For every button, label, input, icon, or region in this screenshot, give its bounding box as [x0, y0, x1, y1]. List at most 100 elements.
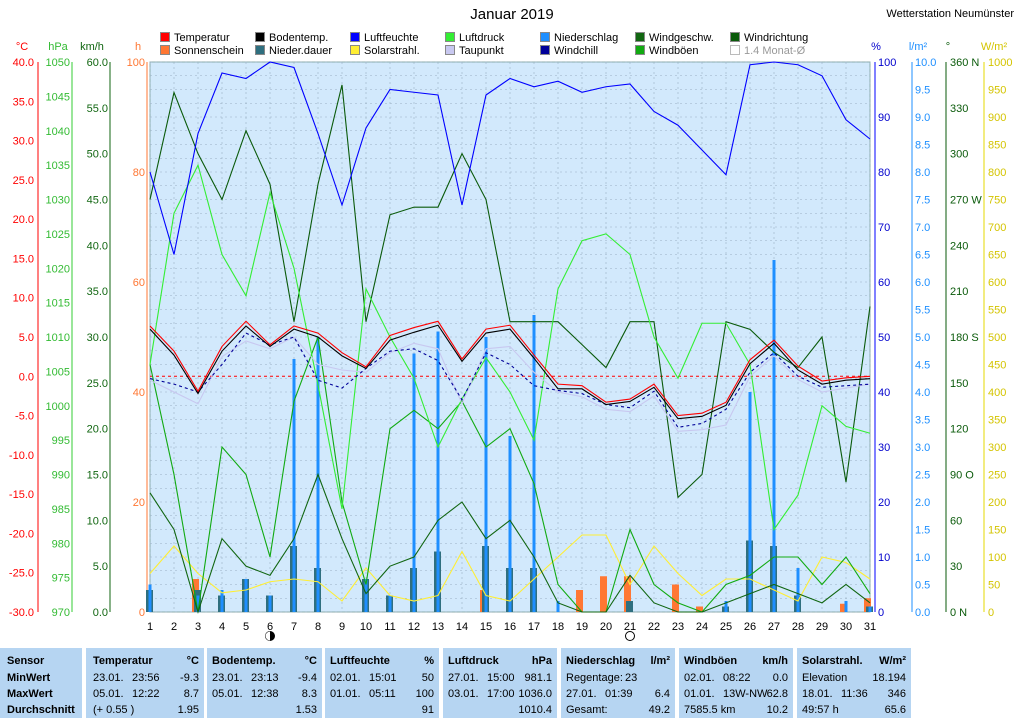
stats-label: Regentage:: [566, 672, 623, 684]
hpa-tick-label: 975: [52, 573, 70, 585]
legend-label: Windböen: [649, 45, 699, 57]
day-tick-label: 13: [432, 621, 444, 633]
temp-tick-label: -20.0: [9, 528, 34, 540]
day-tick-label: 21: [624, 621, 636, 633]
pct-tick-label: 40: [878, 387, 890, 399]
day-tick-label: 19: [576, 621, 588, 633]
precipitation-bar: [412, 353, 416, 612]
pct-tick-label: 10: [878, 552, 890, 564]
stats-date: 23.01.: [212, 672, 243, 684]
legend-label: Niederschlag: [554, 32, 619, 44]
wm2-tick-label: 600: [988, 277, 1006, 289]
precipitation-bar: [220, 590, 224, 612]
stats-time: 12:22: [132, 688, 160, 700]
stats-date: 01.01.: [330, 688, 361, 700]
hpa-tick-label: 980: [52, 538, 70, 550]
precipitation-bar: [196, 595, 200, 612]
stats-header: Luftfeuchte: [330, 655, 390, 667]
legend-label: 1.4 Monat-Ø: [744, 45, 806, 57]
stats-value: 49.2: [648, 704, 670, 716]
wm2-tick-label: 650: [988, 250, 1006, 262]
stats-time: 15:00: [487, 672, 515, 684]
stats-unit: °C: [186, 655, 199, 667]
day-tick-label: 25: [720, 621, 732, 633]
axis-unit-label: W/m²: [981, 41, 1008, 53]
stats-value: -9.4: [298, 672, 317, 684]
legend-precip-duration[interactable]: Nieder.dauer: [255, 44, 332, 58]
temp-tick-label: 30.0: [13, 136, 34, 148]
stats-date: 05.01.: [93, 688, 124, 700]
lm2-tick-label: 8.0: [915, 167, 930, 179]
lm2-tick-label: 5.0: [915, 332, 930, 344]
series-line-temperatur: [149, 320, 871, 417]
precipitation-bar: [724, 601, 728, 612]
legend-windchill[interactable]: Windchill: [540, 44, 598, 58]
stats-panel-pressure: Luftdruck hPa 27.01. 15:00 981.1 03.01. 17:0…: [443, 648, 557, 718]
checkbox-month-average[interactable]: [730, 45, 740, 55]
wm2-tick-label: 300: [988, 442, 1006, 454]
day-tick-label: 16: [504, 621, 516, 633]
legend-soil-temp[interactable]: Bodentemp.: [255, 31, 328, 45]
wm2-tick-label: 950: [988, 85, 1006, 97]
stats-unit: l/m²: [650, 655, 670, 667]
stats-unit: km/h: [762, 655, 788, 667]
day-tick-label: 30: [840, 621, 852, 633]
wm2-tick-label: 0: [988, 607, 994, 619]
pct-tick-label: 20: [878, 497, 890, 509]
legend-solar[interactable]: Solarstrahl.: [350, 44, 420, 58]
stats-value: 0.0: [772, 672, 788, 684]
legend-humidity[interactable]: Luftfeuchte: [350, 31, 418, 45]
series-line-windrichtung: [149, 84, 871, 499]
hpa-tick-label: 1030: [46, 195, 70, 207]
pct-tick-label: 80: [878, 167, 890, 179]
legend-dewpoint[interactable]: Taupunkt: [445, 44, 504, 58]
hour-tick-label: 0: [139, 607, 145, 619]
wm2-tick-label: 100: [988, 552, 1006, 564]
hpa-tick-label: 1000: [46, 401, 70, 413]
day-tick-label: 18: [552, 621, 564, 633]
day-tick-label: 17: [528, 621, 540, 633]
legend-wind-speed[interactable]: Windgeschw.: [635, 31, 714, 45]
precipitation-bar: [436, 331, 440, 612]
precipitation-bar: [532, 315, 536, 612]
axis-unit-label: h: [135, 41, 141, 53]
stats-value: 1.95: [177, 704, 199, 716]
hpa-tick-label: 1035: [46, 160, 70, 172]
weather-chart: 40.035.030.025.020.015.010.05.00.0-5.0-1…: [9, 41, 1012, 641]
stats-unit: hPa: [531, 655, 552, 667]
series-line-taupunkt: [149, 336, 871, 432]
stats-panel-precipitation: Niederschlag l/m² Regentage: 23 27.01. 01:3…: [561, 648, 675, 718]
legend-pressure[interactable]: Luftdruck: [445, 31, 504, 45]
kmh-tick-label: 45.0: [87, 195, 108, 207]
temp-tick-label: -30.0: [9, 607, 34, 619]
legend-temperature[interactable]: Temperatur: [160, 31, 230, 45]
stats-row-label: Durchschnitt: [7, 704, 75, 716]
legend-wind-gusts[interactable]: Windböen: [635, 44, 699, 58]
legend-sunshine[interactable]: Sonnenschein: [160, 44, 244, 58]
wm2-tick-label: 550: [988, 305, 1006, 317]
legend-label: Windrichtung: [744, 32, 809, 44]
day-tick-label: 10: [360, 621, 372, 633]
kmh-tick-label: 20.0: [87, 424, 108, 436]
stats-time: 11:36: [841, 688, 868, 700]
stats-label: Elevation: [802, 672, 848, 684]
sunshine-bar: [672, 584, 679, 612]
wm2-tick-label: 250: [988, 470, 1006, 482]
stats-unit: W/m²: [879, 655, 906, 667]
temp-tick-label: -15.0: [9, 489, 34, 501]
hour-tick-label: 80: [133, 167, 145, 179]
day-tick-label: 26: [744, 621, 756, 633]
legend-wind-direction[interactable]: Windrichtung: [730, 31, 808, 45]
lm2-tick-label: 9.0: [915, 112, 930, 124]
precipitation-bar: [292, 359, 296, 612]
pct-tick-label: 90: [878, 112, 890, 124]
chart-title: Januar 2019: [470, 6, 554, 23]
series-line-bodentemp-: [149, 324, 871, 420]
swatch-sunshine: [160, 45, 170, 55]
wm2-tick-label: 50: [988, 580, 1000, 592]
legend-precipitation[interactable]: Niederschlag: [540, 31, 618, 45]
legend-month-average[interactable]: 1.4 Monat-Ø: [730, 44, 805, 58]
day-tick-label: 24: [696, 621, 708, 633]
stats-date: 01.01.: [684, 688, 715, 700]
temp-tick-label: -10.0: [9, 450, 34, 462]
